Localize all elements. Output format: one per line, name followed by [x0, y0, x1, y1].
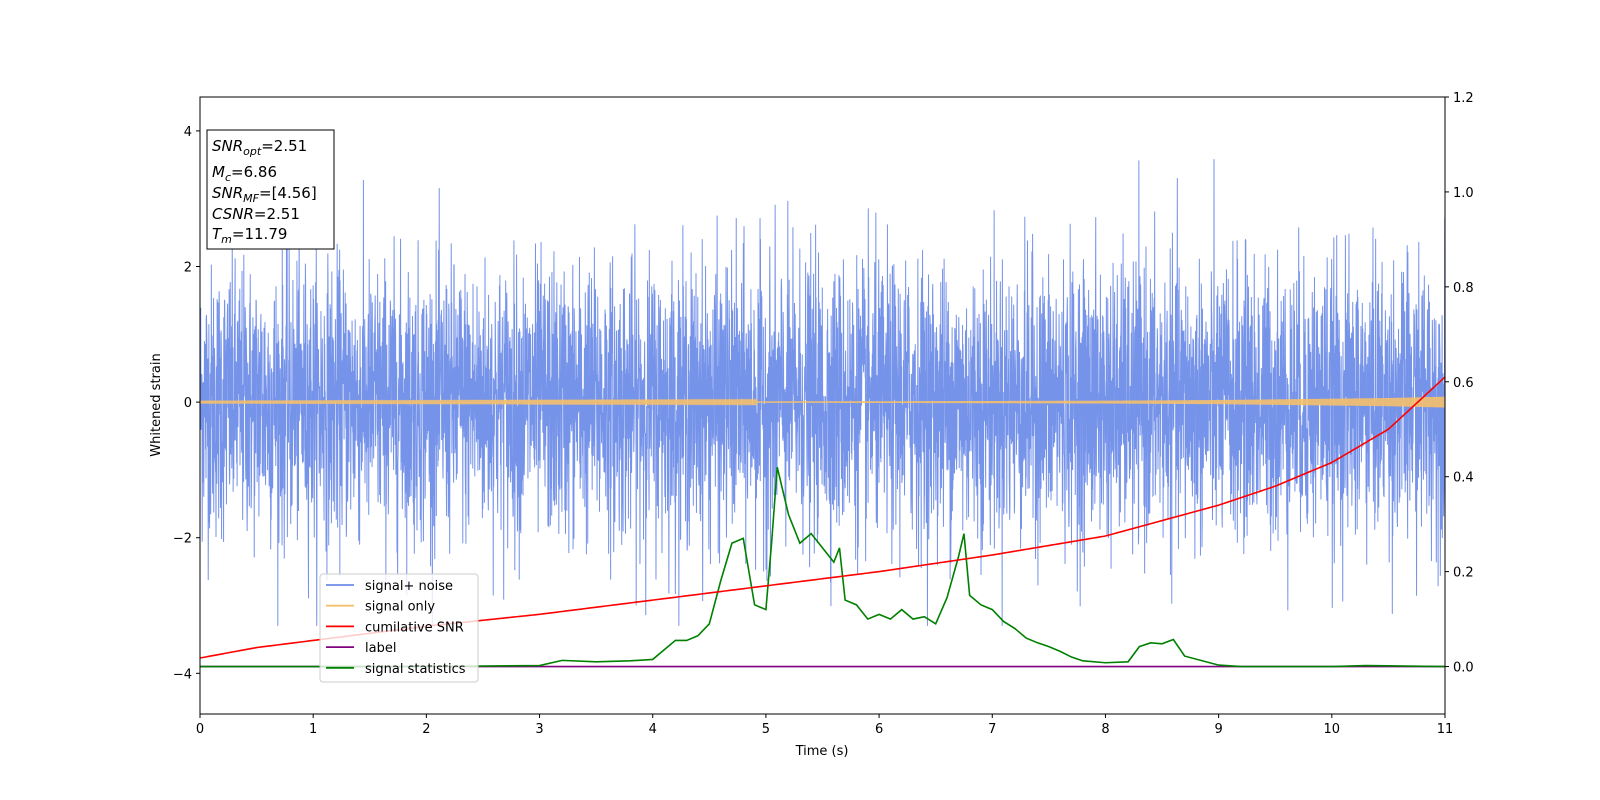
- x-tick-label: 1: [309, 722, 317, 737]
- annotation-snr-mf: SNRMF=[4.56]: [212, 184, 317, 205]
- y2-tick-label: 0.4: [1453, 471, 1474, 486]
- x-tick-label: 4: [649, 722, 657, 737]
- axes-frame: [199, 96, 1446, 715]
- y2-tick-label: 0.0: [1453, 661, 1474, 676]
- x-tick-label: 8: [1101, 722, 1109, 737]
- annotation-csnr: CSNR=2.51: [212, 205, 300, 223]
- annotation-mc: Mc=6.86: [212, 163, 277, 184]
- x-tick-label: 5: [762, 722, 770, 737]
- annotation-snr-opt: SNRopt=2.51: [212, 137, 307, 158]
- series-signal-statistics: [200, 467, 1445, 668]
- series-signal-only: [200, 396, 1445, 408]
- y-tick-label: 2: [184, 261, 192, 276]
- x-tick-label: 9: [1214, 722, 1222, 737]
- annotation-box: SNRopt=2.51 Mc=6.86 SNRMF=[4.56] CSNR=2.…: [206, 129, 335, 250]
- y-tick-label: 4: [184, 125, 192, 140]
- legend-entry: signal only: [365, 600, 435, 615]
- y-axis-label: Whitened strain: [149, 353, 164, 456]
- legend-frame: [319, 573, 479, 683]
- y-tick-label: 0: [184, 396, 192, 411]
- y-tick-label: −2: [173, 532, 192, 547]
- x-tick-label: 2: [422, 722, 430, 737]
- annotation-tm: Tm=11.79: [212, 225, 287, 246]
- legend-entry: signal statistics: [365, 662, 466, 677]
- y2-tick-label: 1.0: [1453, 186, 1474, 201]
- x-tick-label: 0: [196, 722, 204, 737]
- y2-tick-label: 1.2: [1453, 91, 1474, 106]
- y2-tick-label: 0.6: [1453, 376, 1474, 391]
- series-signal-noise: [200, 159, 1445, 626]
- y2-tick-label: 0.8: [1453, 281, 1474, 296]
- x-tick-label: 10: [1324, 722, 1341, 737]
- x-tick-label: 7: [988, 722, 996, 737]
- x-tick-label: 3: [535, 722, 543, 737]
- x-tick-label: 6: [875, 722, 883, 737]
- x-tick-label: 11: [1437, 722, 1454, 737]
- legend-entry: label: [365, 641, 396, 656]
- axis-ticks: 0 1 2 3 4 5 6 7 8 9 10 11 4 2 0 −2 −4 1.2 1.0 0.8 0.6 0.4 0.2 0…: [173, 91, 1474, 737]
- legend-entry: cumilative SNR: [365, 620, 464, 635]
- legend-entry: signal+ noise: [365, 579, 453, 594]
- x-axis-label: Time (s): [795, 744, 849, 759]
- y-tick-label: −4: [173, 667, 192, 682]
- y2-tick-label: 0.2: [1453, 566, 1474, 581]
- legend: signal+ noise signal only cumilative SNR la…: [319, 573, 479, 683]
